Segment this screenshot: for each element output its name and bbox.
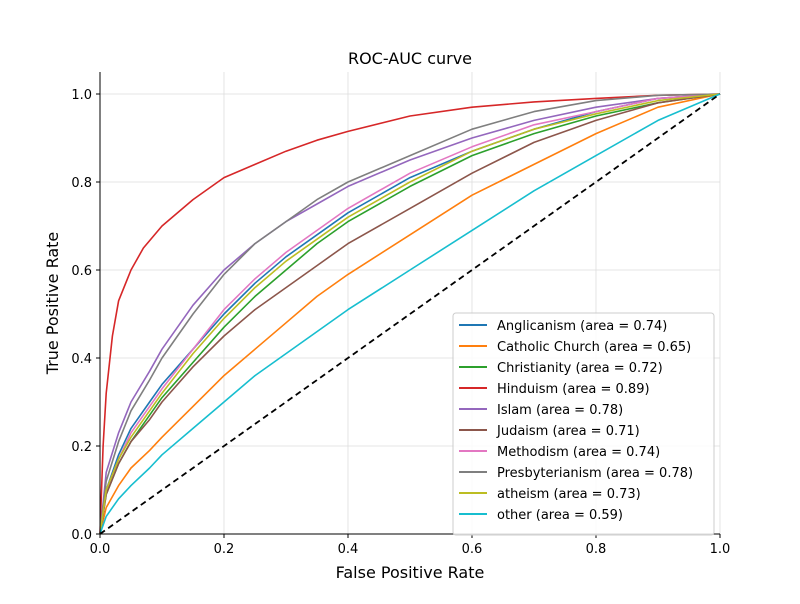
roc-curve-1 bbox=[99, 93, 721, 535]
y-tick-label: 0.4 bbox=[71, 352, 92, 367]
curve-layer bbox=[99, 93, 721, 535]
legend-label: Judaism (area = 0.71) bbox=[496, 424, 640, 439]
y-tick-label: 1.0 bbox=[71, 88, 92, 103]
x-axis-label: False Positive Rate bbox=[336, 563, 485, 582]
legend-label: Presbyterianism (area = 0.78) bbox=[497, 466, 693, 481]
legend-box bbox=[452, 312, 715, 536]
legend-label: Islam (area = 0.78) bbox=[497, 403, 623, 418]
legend-label: Methodism (area = 0.74) bbox=[497, 445, 660, 460]
legend-label: Catholic Church (area = 0.65) bbox=[497, 340, 691, 355]
legend: Anglicanism (area = 0.74) Catholic Church… bbox=[452, 312, 715, 536]
legend-label: atheism (area = 0.73) bbox=[497, 487, 641, 502]
x-tick-label: 0.4 bbox=[338, 542, 359, 557]
y-tick-label: 0.0 bbox=[71, 528, 92, 543]
chance-diagonal-line bbox=[99, 93, 721, 535]
y-axis-label: True Positive Rate bbox=[43, 232, 62, 376]
x-tick-label: 1.0 bbox=[710, 542, 731, 557]
roc-curve-3 bbox=[99, 93, 721, 535]
y-tick-label: 0.8 bbox=[71, 176, 92, 191]
legend-label: Hinduism (area = 0.89) bbox=[497, 382, 650, 397]
x-tick-label: 0.8 bbox=[586, 542, 607, 557]
y-tick-label: 0.2 bbox=[71, 440, 92, 455]
y-tick-label: 0.6 bbox=[71, 264, 92, 279]
x-tick-label: 0.2 bbox=[214, 542, 235, 557]
legend-label: other (area = 0.59) bbox=[497, 508, 623, 523]
x-tick-label: 0.0 bbox=[90, 542, 111, 557]
chart-title: ROC-AUC curve bbox=[348, 49, 472, 68]
roc-curve-9 bbox=[99, 93, 721, 535]
roc-curve-6 bbox=[99, 93, 721, 535]
roc-curve-7 bbox=[99, 93, 721, 535]
tick-layer: 0.0 0.2 0.4 0.6 0.8 1.0 0.0 0.2 0.4 0.6 0.8 1.0 bbox=[71, 88, 730, 557]
legend-label: Christianity (area = 0.72) bbox=[497, 361, 663, 376]
legend-label: Anglicanism (area = 0.74) bbox=[497, 319, 667, 334]
roc-curve-8 bbox=[99, 93, 721, 535]
x-tick-label: 0.6 bbox=[462, 542, 483, 557]
roc-curve-5 bbox=[99, 93, 721, 535]
